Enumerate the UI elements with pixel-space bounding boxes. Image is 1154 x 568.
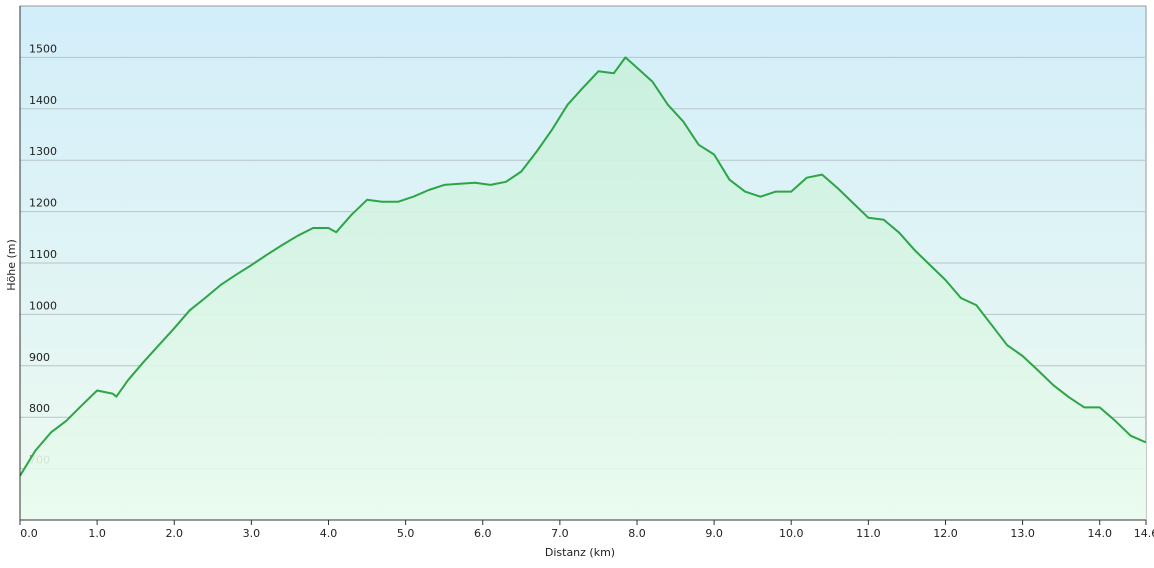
- x-axis-label: Distanz (km): [545, 546, 615, 559]
- elevation-line: [19, 56, 1147, 477]
- y-tick-label: 1500: [29, 42, 57, 55]
- x-tick-label: 5.0: [397, 527, 415, 540]
- area-fill: [20, 57, 1146, 521]
- y-tick-label: 800: [29, 402, 50, 415]
- y-tick-label: 1200: [29, 197, 57, 210]
- x-tick-label: 11.0: [856, 527, 881, 540]
- y-tick-label: 900: [29, 351, 50, 364]
- x-tick-label: 12.0: [933, 527, 958, 540]
- x-tick-label: 7.0: [551, 527, 569, 540]
- y-tick-label: 1300: [29, 145, 57, 158]
- x-tick-label: 14.6: [1134, 527, 1154, 540]
- x-tick-label: 1.0: [88, 527, 106, 540]
- x-tick-label: 8.0: [628, 527, 646, 540]
- x-tick-label: 13.0: [1010, 527, 1035, 540]
- x-tick-label: 2.0: [165, 527, 183, 540]
- x-tick-label: 4.0: [320, 527, 338, 540]
- x-tick-label: 0.0: [20, 527, 38, 540]
- x-tick-label: 14.0: [1087, 527, 1112, 540]
- y-tick-label: 1400: [29, 94, 57, 107]
- x-tick-label: 10.0: [779, 527, 804, 540]
- y-tick-label: 1100: [29, 248, 57, 261]
- x-tick-label: 3.0: [243, 527, 261, 540]
- x-tick-label: 6.0: [474, 527, 492, 540]
- x-tick-label: 9.0: [705, 527, 723, 540]
- y-tick-label: 1000: [29, 299, 57, 312]
- y-axis-label: Höhe (m): [5, 239, 18, 291]
